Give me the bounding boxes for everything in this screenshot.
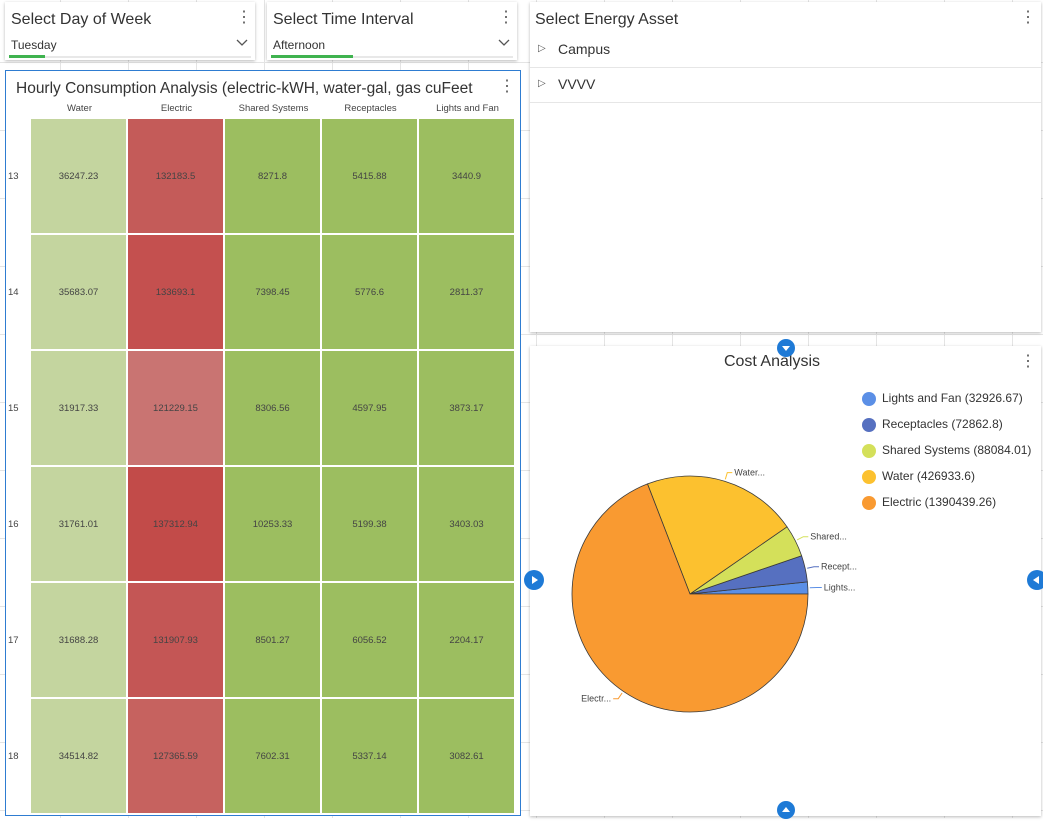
expand-right-button[interactable]: [524, 570, 544, 590]
heatmap-cell[interactable]: 127365.59: [128, 699, 223, 813]
day-filter-track: [9, 56, 251, 58]
asset-menu-icon[interactable]: ⋮: [1020, 10, 1034, 26]
heatmap-cell[interactable]: 7602.31: [225, 699, 320, 813]
expand-triangle-icon[interactable]: ▷: [538, 43, 546, 54]
heatmap-cell[interactable]: 31688.28: [31, 583, 126, 697]
pie-slice-label: Recept...: [821, 562, 857, 572]
heatmap-cell[interactable]: 133693.1: [128, 235, 223, 349]
triangle-right-icon: [524, 570, 544, 590]
heatmap-cell[interactable]: 8271.8: [225, 119, 320, 233]
day-filter-value[interactable]: Tuesday: [11, 38, 57, 52]
heatmap-cell[interactable]: 5337.14: [322, 699, 417, 813]
heatmap-cell[interactable]: 34514.82: [31, 699, 126, 813]
column-header: Receptacles: [322, 103, 419, 114]
column-header: Shared Systems: [225, 103, 322, 114]
day-filter-title: Select Day of Week: [11, 11, 151, 29]
heatmap-cell[interactable]: 3082.61: [419, 699, 514, 813]
heatmap-cell[interactable]: 121229.15: [128, 351, 223, 465]
time-filter-indicator: [271, 55, 353, 58]
heatmap-cell[interactable]: 8306.56: [225, 351, 320, 465]
cost-analysis-panel: Cost Analysis ⋮ Lights and Fan (32926.67…: [530, 346, 1041, 816]
chevron-down-icon[interactable]: [235, 35, 249, 49]
pie-label-connector: [797, 537, 808, 540]
time-filter-value[interactable]: Afternoon: [273, 38, 325, 52]
heatmap-cell[interactable]: 3873.17: [419, 351, 514, 465]
heatmap-cell[interactable]: 36247.23: [31, 119, 126, 233]
time-filter-title: Select Time Interval: [273, 11, 414, 29]
heatmap-cell[interactable]: 3440.9: [419, 119, 514, 233]
pie-slice-label: Lights...: [824, 583, 856, 593]
row-header-hour: 15: [8, 403, 19, 414]
pie-slice-label: Water...: [734, 468, 765, 478]
column-header: Water: [31, 103, 128, 114]
tree-item-label: VVVV: [558, 76, 595, 92]
heatmap-cell[interactable]: 10253.33: [225, 467, 320, 581]
heatmap-cell[interactable]: 131907.93: [128, 583, 223, 697]
pie-label-connector: [725, 473, 732, 480]
time-interval-filter[interactable]: Select Time Interval ⋮ Afternoon: [267, 2, 517, 60]
row-header-hour: 18: [8, 751, 19, 762]
heatmap-cell[interactable]: 5776.6: [322, 235, 417, 349]
column-header: Electric: [128, 103, 225, 114]
asset-panel-title: Select Energy Asset: [535, 11, 678, 29]
day-filter-menu-icon[interactable]: ⋮: [236, 10, 250, 26]
heatmap-cell[interactable]: 35683.07: [31, 235, 126, 349]
heatmap-cell[interactable]: 137312.94: [128, 467, 223, 581]
triangle-left-icon: [1027, 570, 1043, 590]
hourly-consumption-panel: Hourly Consumption Analysis (electric-kW…: [5, 70, 521, 816]
row-header-hour: 14: [8, 287, 19, 298]
pie-label-connector: [613, 693, 622, 699]
cost-pie-chart: Lights... Recept... Shared... Water... Elect…: [530, 346, 1041, 816]
row-header-hour: 16: [8, 519, 19, 530]
tree-item-campus[interactable]: ▷ Campus: [530, 33, 1041, 68]
chevron-down-icon[interactable]: [497, 35, 511, 49]
row-header-hour: 13: [8, 171, 19, 182]
heatmap-menu-icon[interactable]: ⋮: [499, 79, 513, 95]
triangle-down-icon: [777, 339, 795, 357]
tree-item-vvvv[interactable]: ▷ VVVV: [530, 68, 1041, 103]
expand-left-button[interactable]: [1027, 570, 1043, 590]
expand-triangle-icon[interactable]: ▷: [538, 78, 546, 89]
heatmap-cell[interactable]: 31917.33: [31, 351, 126, 465]
energy-asset-panel: Select Energy Asset ⋮ ▷ Campus ▷ VVVV: [530, 2, 1041, 332]
day-of-week-filter[interactable]: Select Day of Week ⋮ Tuesday: [5, 2, 255, 60]
heatmap-cell[interactable]: 5415.88: [322, 119, 417, 233]
pie-slice-label: Electr...: [581, 694, 611, 704]
heatmap-cell[interactable]: 4597.95: [322, 351, 417, 465]
heatmap-cell[interactable]: 7398.45: [225, 235, 320, 349]
heatmap-cell[interactable]: 3403.03: [419, 467, 514, 581]
time-filter-menu-icon[interactable]: ⋮: [498, 10, 512, 26]
time-filter-track: [271, 56, 513, 58]
heatmap-cell[interactable]: 8501.27: [225, 583, 320, 697]
pie-slice-label: Shared...: [810, 532, 847, 542]
day-filter-indicator: [9, 55, 45, 58]
row-header-hour: 17: [8, 635, 19, 646]
column-header: Lights and Fan: [419, 103, 516, 114]
heatmap-cell[interactable]: 132183.5: [128, 119, 223, 233]
heatmap-cell[interactable]: 2811.37: [419, 235, 514, 349]
tree-item-label: Campus: [558, 41, 610, 57]
expand-up-button[interactable]: [777, 801, 795, 819]
heatmap-cell[interactable]: 5199.38: [322, 467, 417, 581]
heatmap-cell[interactable]: 6056.52: [322, 583, 417, 697]
triangle-up-icon: [777, 801, 795, 819]
heatmap-cell[interactable]: 2204.17: [419, 583, 514, 697]
pie-label-connector: [807, 567, 819, 569]
collapse-down-button[interactable]: [777, 339, 795, 357]
heatmap-cell[interactable]: 31761.01: [31, 467, 126, 581]
heatmap-title: Hourly Consumption Analysis (electric-kW…: [16, 80, 494, 98]
